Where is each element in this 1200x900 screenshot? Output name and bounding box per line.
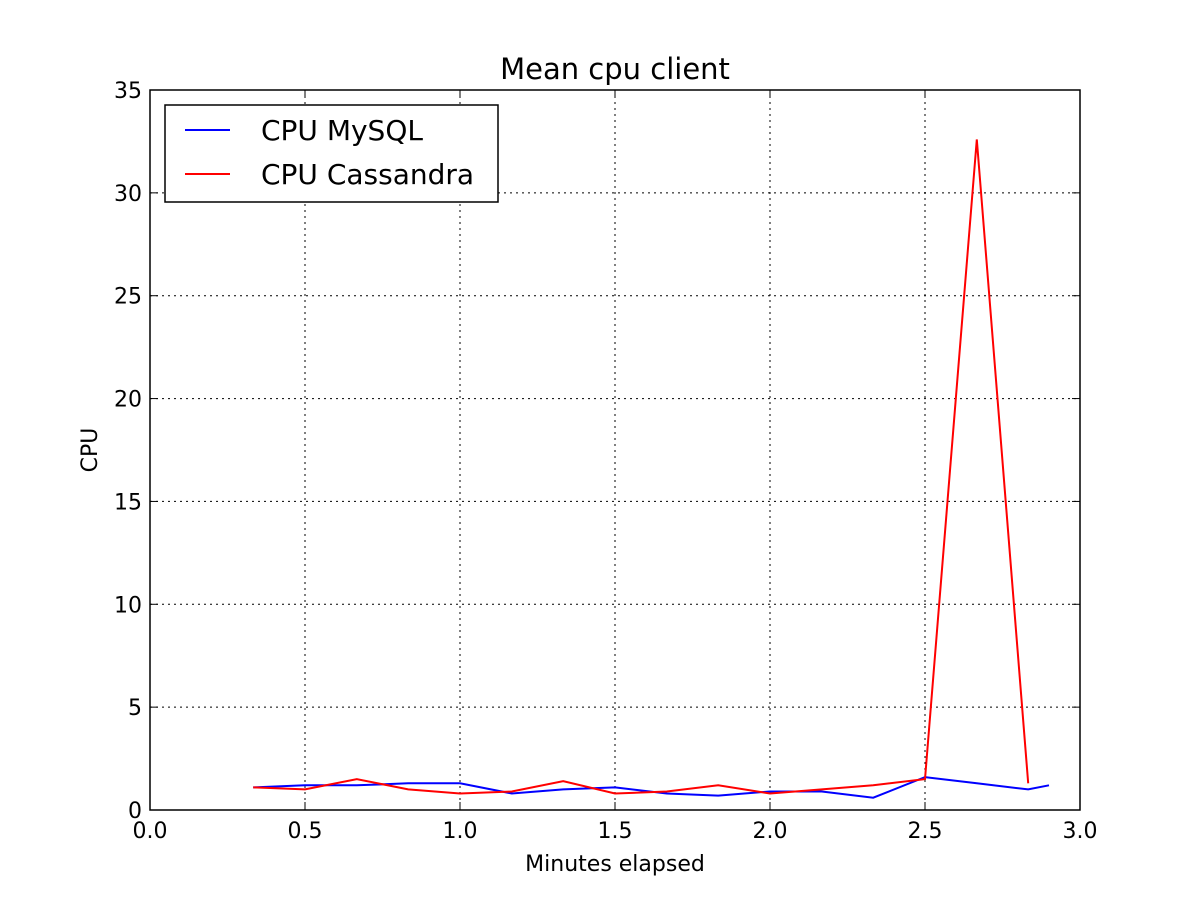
y-axis-title: CPU	[78, 428, 103, 473]
x-tick-label: 0.0	[133, 819, 168, 844]
legend-label-mysql: CPU MySQL	[261, 114, 423, 147]
legend-label-cassandra: CPU Cassandra	[261, 158, 474, 191]
y-tick-label: 35	[114, 79, 142, 104]
x-tick-label: 1.5	[598, 819, 633, 844]
series-line-mysql	[253, 776, 1050, 799]
x-tick-label: 2.0	[753, 819, 788, 844]
legend: CPU MySQL CPU Cassandra	[164, 104, 499, 203]
y-tick-label: 15	[114, 490, 142, 515]
chart-title: Mean cpu client	[500, 52, 730, 86]
x-tick-label: 0.5	[288, 819, 323, 844]
legend-box	[164, 104, 499, 203]
y-tick-label: 0	[128, 799, 142, 824]
y-tick-label: 30	[114, 182, 142, 207]
y-tick-label: 10	[114, 593, 142, 618]
series-line-cassandra	[253, 139, 1030, 795]
y-tick-label: 5	[128, 696, 142, 721]
grid	[150, 90, 1080, 810]
x-tick-label: 2.5	[908, 819, 943, 844]
x-tick-label: 3.0	[1063, 819, 1098, 844]
series-layer	[253, 139, 1050, 799]
y-tick-label: 20	[114, 388, 142, 413]
x-axis-title: Minutes elapsed	[525, 852, 705, 877]
y-tick-label: 25	[114, 285, 142, 310]
ticks: 0.0 0.5 1.0 1.5 2.0 2.5 3.0 0 5 10 15 20 25 30 35	[114, 79, 1098, 844]
x-tick-label: 1.0	[443, 819, 478, 844]
